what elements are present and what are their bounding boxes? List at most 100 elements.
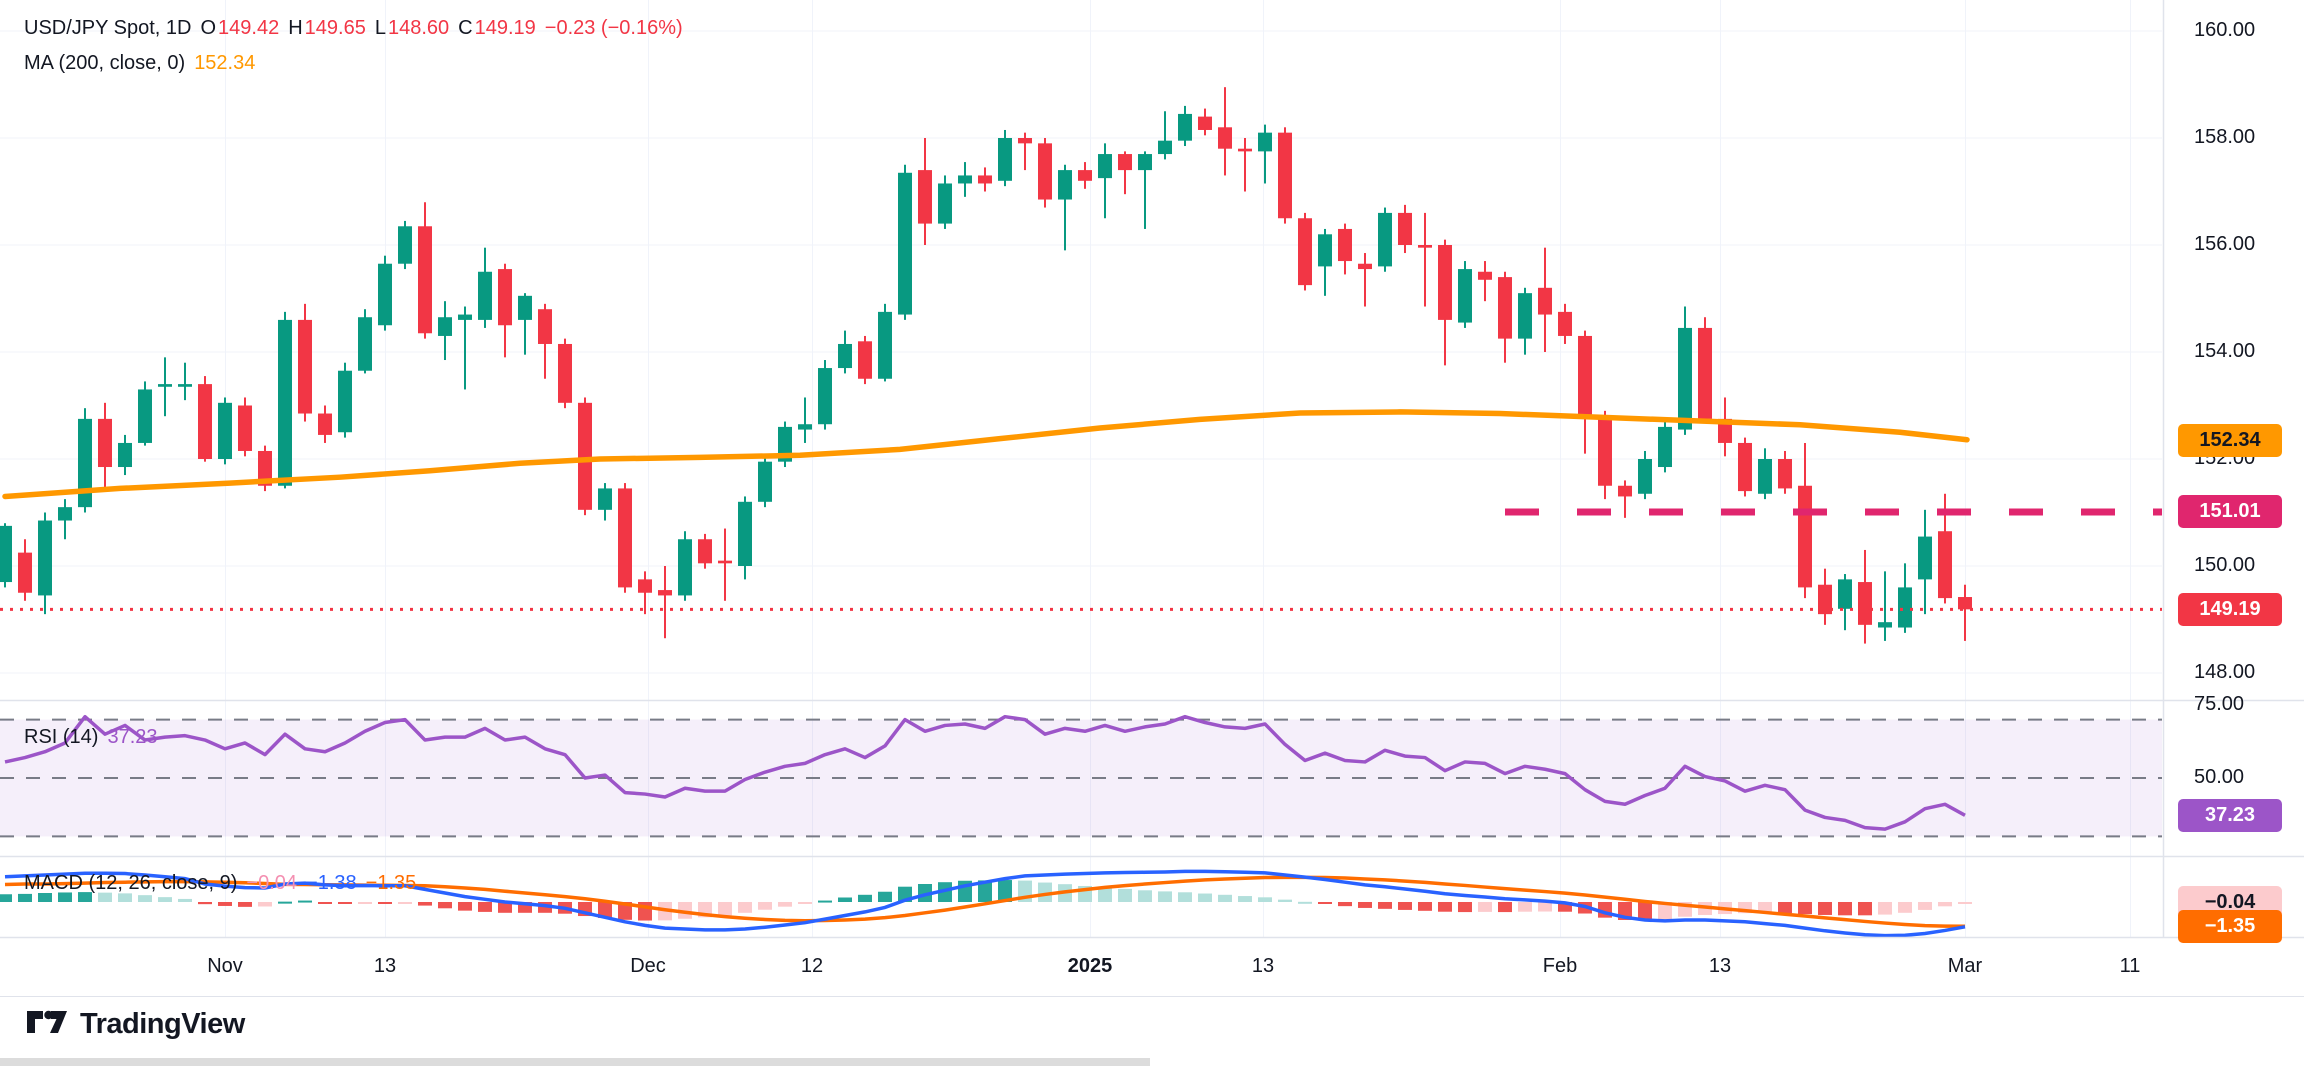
price-tick: 160.00 (2194, 19, 2256, 41)
candle (1718, 418, 1732, 443)
ohlc-low: L 148.60 (374, 17, 450, 39)
candle (1598, 418, 1612, 486)
rsi-label: RSI (14) (24, 726, 99, 748)
candle (958, 175, 972, 184)
candle (618, 488, 632, 588)
time-label: 12 (800, 955, 824, 977)
candle (1878, 622, 1892, 628)
macd-hist-bar (38, 893, 52, 902)
time-axis[interactable]: Nov 13 Dec 12 2025 13 Feb 13 Mar 11 (0, 937, 2304, 997)
macd-hist-bar (1338, 902, 1352, 907)
macd-hist-bar (1518, 902, 1532, 912)
ma-legend[interactable]: MA (200, close, 0) 152.34 (24, 52, 255, 75)
macd-legend[interactable]: MACD (12, 26, close, 9) −0.04 −1.38 −1.3… (24, 872, 416, 895)
candle (58, 507, 72, 521)
candle (538, 309, 552, 344)
axis-badge: −1.35 (2178, 909, 2282, 943)
candle (1218, 127, 1232, 149)
candle (1418, 245, 1432, 248)
symbol-legend[interactable]: USD/JPY Spot, 1D O 149.42 H 149.65 L 148.60… (24, 17, 683, 40)
candle (1318, 234, 1332, 267)
candle (138, 389, 152, 443)
macd-hist-bar (358, 902, 372, 904)
macd-hist-bar (1238, 896, 1252, 902)
candle (1738, 442, 1752, 492)
macd-hist-bar (1478, 902, 1492, 912)
candle (878, 311, 892, 379)
candle (1118, 154, 1132, 171)
macd-hist-bar (518, 902, 532, 913)
rsi-legend[interactable]: RSI (14) 37.23 (24, 726, 158, 749)
macd-hist-bar (538, 902, 552, 913)
candle (258, 450, 272, 486)
macd-hist-bar (738, 902, 752, 913)
candle (1818, 584, 1832, 615)
macd-hist-bar (298, 900, 312, 903)
macd-hist-bar (1218, 894, 1232, 902)
candle (1078, 170, 1092, 181)
candle (338, 370, 352, 433)
macd-hist-bar (878, 891, 892, 902)
macd-hist-bar (318, 902, 332, 904)
symbol-title: USD/JPY Spot, 1D (24, 17, 192, 39)
ohlc-high: H 149.65 (288, 17, 366, 39)
candle (1438, 245, 1452, 320)
macd-hist-bar (1918, 902, 1932, 910)
macd-hist-bar (1858, 902, 1872, 916)
candle (98, 418, 112, 468)
candle (398, 226, 412, 264)
candle (358, 317, 372, 371)
axis-badge: 149.19 (2178, 592, 2282, 626)
candle (1238, 148, 1252, 152)
macd-label: MACD (12, 26, close, 9) (24, 872, 238, 894)
macd-hist-bar (758, 902, 772, 910)
candle (178, 384, 192, 387)
candle (298, 319, 312, 414)
price-axis[interactable]: 160.00 158.00 156.00 154.00 152.00 150.00 148.… (2162, 0, 2304, 943)
macd-hist-bar (98, 892, 112, 902)
tradingview-logo[interactable]: TradingView (26, 1008, 245, 1041)
candle (658, 590, 672, 596)
macd-hist-bar (498, 902, 512, 913)
macd-hist-bar (998, 880, 1012, 902)
candle (898, 172, 912, 315)
candle (1398, 212, 1412, 245)
macd-hist-bar (58, 892, 72, 902)
macd-signal-value: −1.35 (365, 872, 417, 894)
axis-badge: 152.34 (2178, 424, 2282, 458)
candle (798, 424, 812, 430)
macd-hist-bar (1838, 902, 1852, 916)
time-label: Nov (207, 955, 243, 977)
macd-hist-bar (1638, 902, 1652, 921)
ma-label: MA (200, close, 0) (24, 52, 186, 74)
macd-hist-bar (438, 902, 452, 909)
macd-hist-bar (1158, 891, 1172, 902)
candle (718, 560, 732, 564)
candle (218, 402, 232, 459)
candle (238, 405, 252, 451)
candle (758, 461, 772, 502)
tradingview-logo-icon (27, 1010, 67, 1033)
macd-line-value: −1.38 (306, 872, 357, 894)
macd-hist-bar (1958, 902, 1972, 904)
ma-value: 152.34 (194, 52, 256, 74)
candle (1098, 154, 1112, 179)
candle (1778, 459, 1792, 489)
widget-bottom-border (0, 996, 2304, 997)
candle (998, 138, 1012, 181)
macd-hist-bar (838, 897, 852, 902)
candle (598, 488, 612, 510)
candle (1958, 597, 1972, 610)
candle (518, 295, 532, 320)
candle (478, 271, 492, 320)
macd-hist-bar (1418, 902, 1432, 911)
macd-hist-bar (1778, 902, 1792, 914)
candle (698, 539, 712, 564)
time-label: 13 (1251, 955, 1275, 977)
candle (1678, 327, 1692, 430)
ohlc-close: C 149.19 (458, 17, 536, 39)
macd-hist-bar (1198, 893, 1212, 902)
candle (1358, 263, 1372, 270)
macd-hist-bar (1878, 902, 1892, 915)
